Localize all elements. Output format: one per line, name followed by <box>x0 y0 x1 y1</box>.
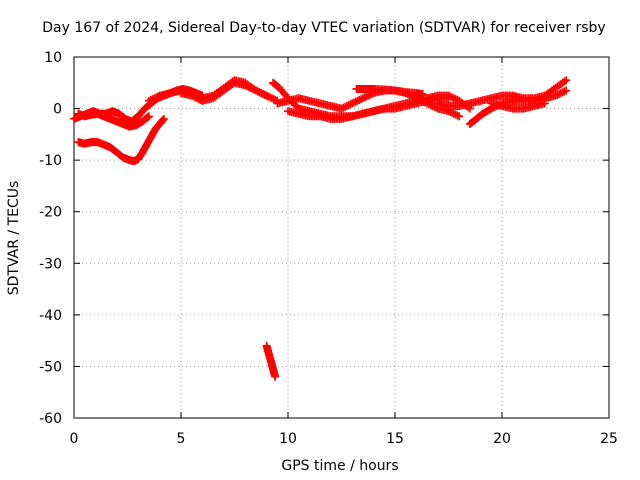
data-point <box>341 102 350 111</box>
y-tick-label: -40 <box>39 308 62 324</box>
data-point <box>448 108 457 117</box>
data-point <box>246 83 255 92</box>
data-point <box>560 77 569 86</box>
data-point <box>344 101 353 110</box>
data-point <box>257 89 266 98</box>
grid-lines <box>74 57 609 418</box>
data-point <box>144 96 153 105</box>
data-point <box>267 94 276 103</box>
series-arc-8 <box>284 94 453 123</box>
data-point <box>453 111 462 120</box>
data-point <box>451 110 460 119</box>
data-point <box>346 100 355 109</box>
data-point <box>357 95 366 104</box>
data-point <box>353 96 362 105</box>
data-point <box>269 95 278 104</box>
data-point <box>146 95 155 104</box>
x-tick-label: 20 <box>493 431 511 447</box>
data-point <box>342 101 351 110</box>
data-point <box>260 90 269 99</box>
data-point <box>449 109 458 118</box>
data-point <box>191 93 200 102</box>
x-tick-label: 5 <box>177 431 186 447</box>
data-point <box>362 92 371 101</box>
axis-ticks: 0 5 10 15 20 25 10 0 -10 -20 -30 -40 -50 -60 <box>39 50 618 447</box>
data-point <box>187 91 196 100</box>
y-tick-label: -10 <box>39 153 62 169</box>
x-tick-label: 0 <box>70 431 79 447</box>
y-tick-label: 0 <box>53 102 62 118</box>
data-point <box>432 103 441 112</box>
data-point <box>250 85 259 94</box>
data-point <box>418 90 427 99</box>
data-point <box>540 99 549 108</box>
data-point <box>558 88 567 97</box>
series-arc-12 <box>487 99 549 113</box>
data-point <box>255 88 264 97</box>
data-point <box>148 95 157 104</box>
data-point <box>259 89 268 98</box>
data-point <box>555 89 564 98</box>
data-point <box>360 93 369 102</box>
data-point <box>248 84 257 93</box>
data-point <box>444 94 453 103</box>
data-point <box>355 95 364 104</box>
data-point <box>244 83 253 92</box>
data-point <box>551 91 560 100</box>
data-point <box>348 99 357 108</box>
data-point <box>446 92 455 101</box>
series-arc-9 <box>352 84 427 99</box>
series-arc-2 <box>74 109 153 131</box>
y-tick-label: -20 <box>39 205 62 221</box>
data-point <box>553 90 562 99</box>
data-point <box>562 76 571 85</box>
data-point <box>241 81 250 90</box>
data-point <box>339 103 348 112</box>
x-tick-label: 15 <box>386 431 404 447</box>
series-arc-3-lower <box>74 114 168 166</box>
x-tick-label: 25 <box>600 431 618 447</box>
data-point <box>152 93 161 102</box>
data-point <box>253 87 262 96</box>
data-point <box>560 87 569 96</box>
chart-title: Day 167 of 2024, Sidereal Day-to-day VTE… <box>42 20 605 36</box>
data-point <box>271 372 280 381</box>
data-point <box>351 97 360 106</box>
data-point <box>251 86 260 95</box>
data-point <box>242 82 251 91</box>
series-arc-5 <box>177 78 271 105</box>
data-point <box>562 86 571 95</box>
data-point <box>150 94 159 103</box>
data-point <box>266 93 275 102</box>
y-tick-label: -50 <box>39 359 62 375</box>
data-point <box>364 91 373 100</box>
plot-frame <box>73 56 610 419</box>
data-point <box>193 94 202 103</box>
data-point <box>556 89 565 98</box>
data-point <box>143 113 152 122</box>
x-tick-label: 10 <box>279 431 297 447</box>
y-tick-label: 10 <box>44 50 62 66</box>
y-axis-label: SDTVAR / TECUs <box>6 181 22 296</box>
series-arc-13-outlier <box>262 341 280 381</box>
data-point <box>349 98 358 107</box>
data-point <box>455 112 464 121</box>
data-point <box>194 95 203 104</box>
x-axis-label: GPS time / hours <box>281 458 398 474</box>
data-point <box>262 91 271 100</box>
data-points <box>70 76 571 381</box>
y-tick-label: -30 <box>39 256 62 272</box>
data-point <box>358 94 367 103</box>
data-point <box>144 112 153 121</box>
y-tick-label: -60 <box>39 411 62 427</box>
data-point <box>153 92 162 101</box>
data-point <box>159 114 168 123</box>
data-point <box>451 95 460 104</box>
data-point <box>448 93 457 102</box>
data-point <box>337 104 346 113</box>
data-point <box>189 92 198 101</box>
data-point <box>264 92 273 101</box>
series-arc-11 <box>465 86 571 129</box>
